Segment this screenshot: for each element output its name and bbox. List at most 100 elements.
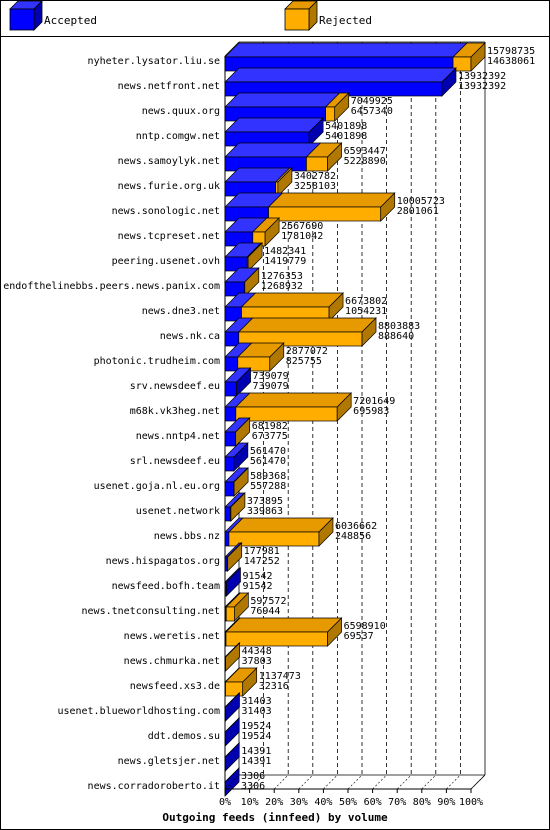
- value-label-top: 31403: [241, 696, 271, 707]
- value-label-top: 6598910: [344, 621, 386, 632]
- value-label-bottom: 248856: [335, 531, 371, 542]
- value-label-top: 589368: [250, 471, 286, 482]
- category-label: news.tcpreset.net: [118, 231, 220, 242]
- value-label-bottom: 1268932: [261, 281, 303, 292]
- bar-rejected-side: [380, 192, 396, 222]
- floor-line: [224, 774, 240, 790]
- value-label-top: 561470: [250, 446, 286, 457]
- x-tick-label: 90%: [437, 797, 455, 808]
- value-label-bottom: 695983: [353, 406, 389, 417]
- value-label-top: 1137473: [259, 671, 301, 682]
- x-tick-label: 60%: [364, 797, 382, 808]
- bar-rejected-side: [242, 667, 258, 697]
- bar-rejected-side: [470, 42, 486, 72]
- bar-rejected-side: [336, 392, 352, 422]
- value-label-bottom: 1054231: [345, 306, 387, 317]
- bar-rejected-top: [234, 392, 353, 408]
- bar-rejected-side: [334, 92, 350, 122]
- chart-title: Outgoing feeds (innfeed) by volume: [162, 811, 388, 824]
- category-label: newsfeed.bofh.team: [112, 581, 220, 592]
- bar-accepted: [224, 381, 237, 397]
- floor-line: [446, 774, 461, 790]
- value-label-bottom: 37803: [242, 656, 272, 667]
- bar-accepted-top: [224, 142, 322, 158]
- bar-accepted: [224, 456, 235, 472]
- bar-accepted: [224, 506, 231, 522]
- plot-corner-top: [224, 41, 240, 57]
- category-label: endofthelinebbs.peers.news.panix.com: [3, 281, 220, 292]
- value-label-bottom: 14638061: [487, 56, 535, 67]
- bar-rejected-side: [361, 317, 377, 347]
- bar-accepted: [224, 406, 237, 422]
- x-tick-label: 50%: [339, 797, 357, 808]
- value-label-bottom: 673775: [252, 431, 288, 442]
- bar-accepted-top: [224, 67, 457, 83]
- value-label-top: 7049925: [351, 96, 393, 107]
- value-label-top: 14391: [241, 746, 271, 757]
- value-label-top: 6673802: [345, 296, 387, 307]
- bar-rejected-side: [327, 617, 342, 647]
- category-label: news.bbs.nz: [154, 531, 220, 542]
- category-label: photonic.trudheim.com: [94, 356, 220, 367]
- value-label-top: 6036662: [335, 521, 377, 532]
- value-label-bottom: 31403: [241, 706, 271, 717]
- value-label-bottom: 76944: [250, 606, 280, 617]
- bar-accepted-top: [224, 92, 341, 108]
- bar-rejected-top: [237, 317, 377, 333]
- bar-rejected-top: [267, 192, 396, 208]
- value-label-bottom: 888640: [378, 331, 414, 342]
- bar-rejected-side: [235, 417, 251, 447]
- category-label: news.furie.org.uk: [118, 181, 220, 192]
- value-label-bottom: 561470: [250, 456, 286, 467]
- bar-accepted-top: [224, 42, 468, 58]
- bar-accepted: [224, 531, 230, 547]
- value-label-top: 3402782: [294, 171, 336, 182]
- category-label: newsfeed.xs3.de: [130, 681, 220, 692]
- value-label-bottom: 1419779: [264, 256, 306, 267]
- category-label: news.tnetconsulting.net: [82, 606, 220, 617]
- floor-line: [421, 774, 437, 790]
- value-label-top: 13932392: [458, 71, 506, 82]
- bar-accepted-side: [225, 692, 240, 722]
- value-label-bottom: 3306: [241, 781, 265, 792]
- category-label: news.quux.org: [142, 106, 220, 117]
- x-tick-label: 30%: [290, 797, 308, 808]
- legend-swatch-rejected: [284, 8, 310, 31]
- category-label: news.chmurka.net: [124, 656, 220, 667]
- value-label-bottom: 13932392: [458, 81, 506, 92]
- value-label-bottom: 339863: [247, 506, 283, 517]
- bar-accepted-side: [441, 67, 457, 97]
- category-label: nyheter.lysator.liu.se: [88, 56, 220, 67]
- value-label-top: 8803883: [378, 321, 420, 332]
- value-label-top: 177981: [244, 546, 280, 557]
- floor-line: [249, 774, 264, 790]
- value-label-bottom: 5228890: [344, 156, 386, 167]
- category-label: nntp.comgw.net: [136, 131, 220, 142]
- value-label-top: 2877072: [286, 346, 328, 357]
- bar-accepted-side: [236, 367, 251, 397]
- category-label: news.nntp4.net: [136, 431, 220, 442]
- value-label-bottom: 1781042: [281, 231, 323, 242]
- legend-swatch-accepted: [9, 8, 35, 31]
- bar-rejected-top: [228, 517, 334, 533]
- category-label: news.samoylyk.net: [118, 156, 220, 167]
- x-tick-label: 40%: [314, 797, 332, 808]
- value-label-top: 373895: [247, 496, 283, 507]
- category-label: usenet.blueworldhosting.com: [57, 706, 220, 717]
- bar-rejected-side: [269, 342, 285, 372]
- value-label-top: 1276353: [261, 271, 303, 282]
- value-label-bottom: 69537: [344, 631, 374, 642]
- category-label: news.dne3.net: [142, 306, 220, 317]
- category-label: news.nk.ca: [160, 331, 220, 342]
- floor-line: [347, 774, 363, 790]
- bar-accepted-side: [308, 117, 324, 147]
- value-label-bottom: 825755: [286, 356, 322, 367]
- bar-rejected-side: [264, 217, 280, 247]
- bar-rejected: [235, 406, 338, 422]
- bar-rejected: [228, 531, 320, 547]
- floor-line: [273, 774, 289, 790]
- legend-label-rejected: Rejected: [319, 14, 372, 27]
- bar-rejected: [225, 631, 328, 647]
- x-tick-label: 80%: [413, 797, 431, 808]
